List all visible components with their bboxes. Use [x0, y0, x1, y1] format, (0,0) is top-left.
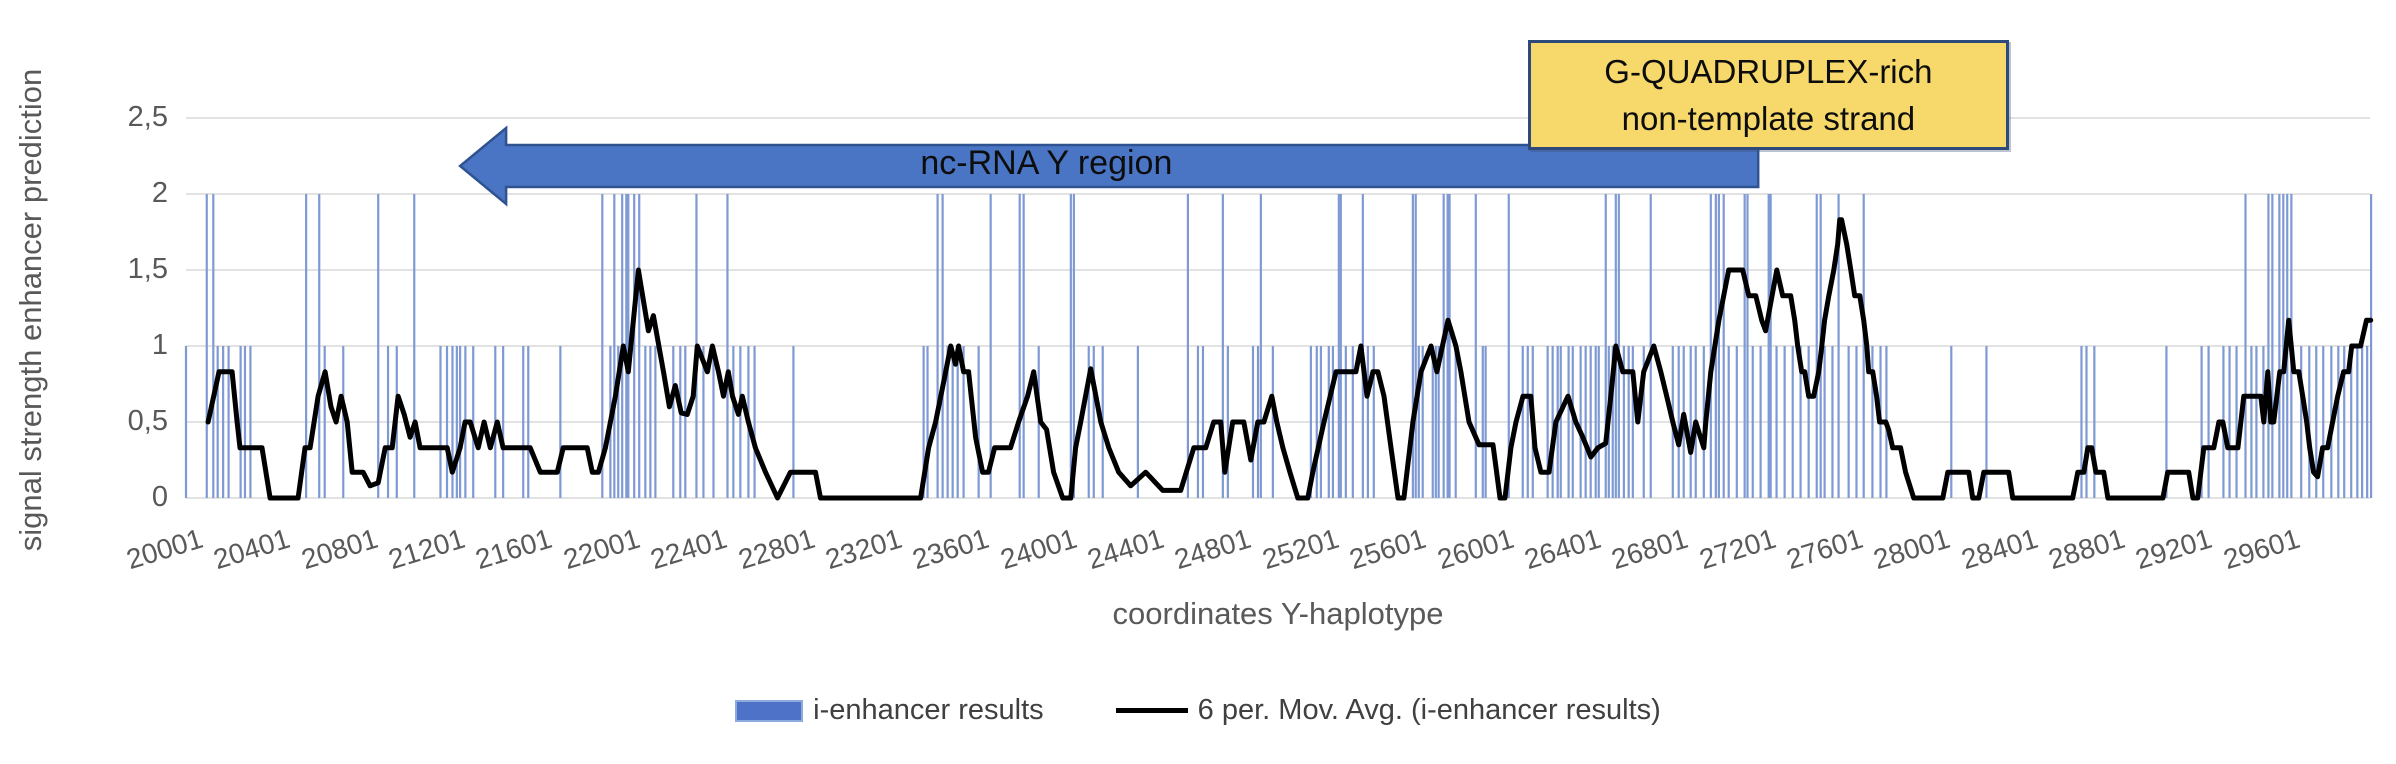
- y-tick-label: 2: [151, 177, 168, 209]
- line-series-label: 6 per. Mov. Avg. (i-enhancer results): [1197, 694, 1661, 726]
- moving-average-line: [205, 217, 2374, 501]
- line-series-swatch: [1115, 708, 1188, 713]
- bar-series-label: i-enhancer results: [813, 694, 1044, 726]
- y-tick-label: 1: [151, 329, 168, 361]
- y-axis-title: signal strength enhancer prediction: [13, 68, 48, 552]
- chart-legend: i-enhancer results 6 per. Mov. Avg. (i-e…: [0, 694, 2396, 727]
- nc-rna-region-label: nc-RNA Y region: [920, 144, 1173, 182]
- nc-rna-region-arrow: [458, 125, 1760, 207]
- y-tick-label: 2,5: [127, 101, 168, 133]
- callout-line-2: non-template strand: [1621, 100, 1916, 137]
- y-tick-label: 1,5: [127, 253, 168, 285]
- y-tick-label: 0: [151, 481, 168, 513]
- callout-line-1: G-QUADRUPLEX-rich: [1604, 53, 1933, 90]
- bar-series-swatch: [735, 699, 804, 722]
- g-quadruplex-callout: G-QUADRUPLEX-rich non-template strand: [1527, 40, 2010, 150]
- y-tick-label: 0,5: [127, 405, 168, 437]
- x-axis-title: coordinates Y-haplotype: [1112, 596, 1444, 631]
